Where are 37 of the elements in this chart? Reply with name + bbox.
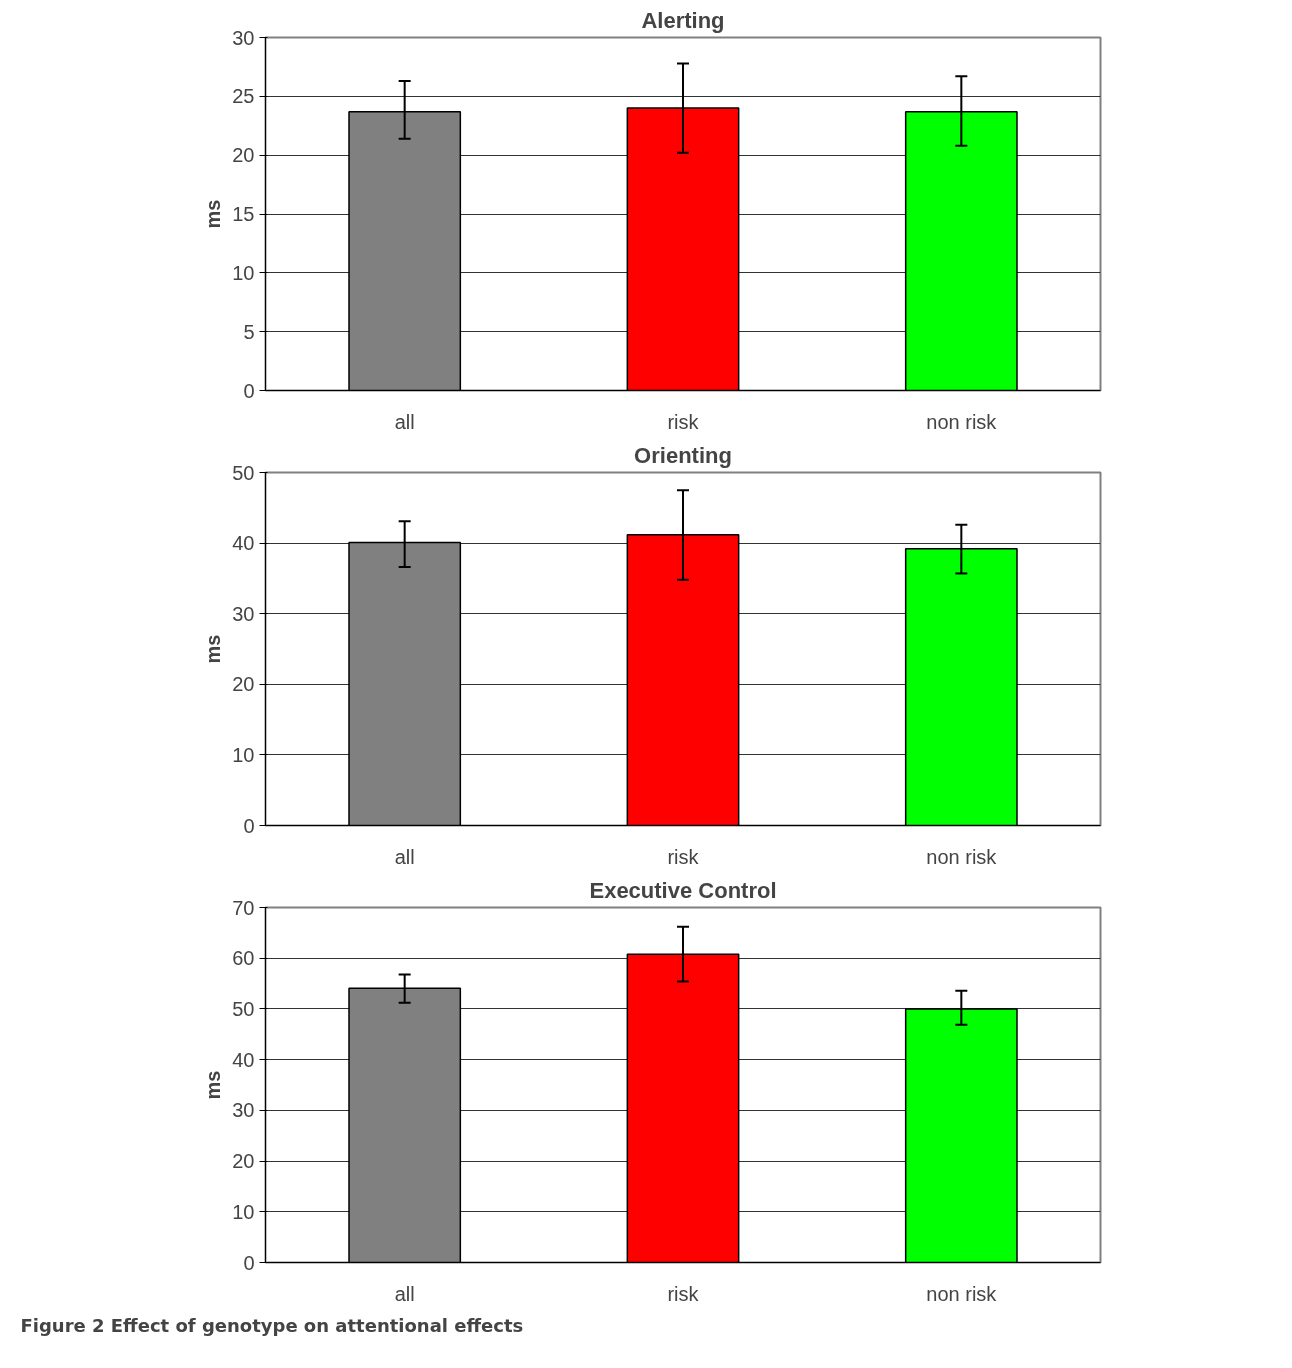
y-tick-label: 30 [232,602,255,625]
x-tick-label: all [394,845,415,868]
y-tick-label: 0 [243,814,255,837]
y-tick-label: 10 [232,743,255,766]
y-tick-label: 70 [232,896,255,919]
x-tick-label: risk [667,1282,700,1305]
caption: Figure 2 Effect of genotype on attentional effects [20,1314,524,1336]
chart-title: Orienting [634,442,732,468]
y-tick-label: 40 [232,532,255,555]
y-tick-label: 10 [232,261,255,284]
y-axis-title: ms [202,199,225,229]
y-tick-label: 20 [232,673,255,696]
y-tick-label: 40 [232,1048,255,1071]
chart-title: Executive Control [589,877,777,903]
y-tick-label: 50 [232,997,255,1020]
y-tick-label: 60 [232,947,255,970]
y-tick-label: 20 [232,144,255,167]
x-tick-label: all [394,1282,415,1305]
y-tick-label: 0 [243,379,255,402]
y-tick-label: 30 [232,1099,255,1122]
x-tick-label: risk [667,410,700,433]
x-tick-label: non risk [926,845,998,868]
y-axis-title: ms [202,1070,225,1100]
y-tick-label: 0 [243,1251,255,1274]
y-tick-label: 15 [232,203,255,225]
y-tick-label: 20 [232,1150,255,1173]
y-tick-label: 10 [232,1200,255,1223]
x-tick-label: non risk [926,410,998,433]
x-tick-label: non risk [926,1282,998,1305]
chart-title: Alerting [641,7,725,33]
x-tick-label: all [394,410,415,433]
y-tick-label: 5 [243,320,255,343]
x-tick-label: risk [667,845,700,868]
y-tick-label: 30 [232,26,255,49]
y-axis-title: ms [202,634,225,664]
y-tick-label: 25 [232,85,255,108]
y-tick-label: 50 [232,461,255,484]
